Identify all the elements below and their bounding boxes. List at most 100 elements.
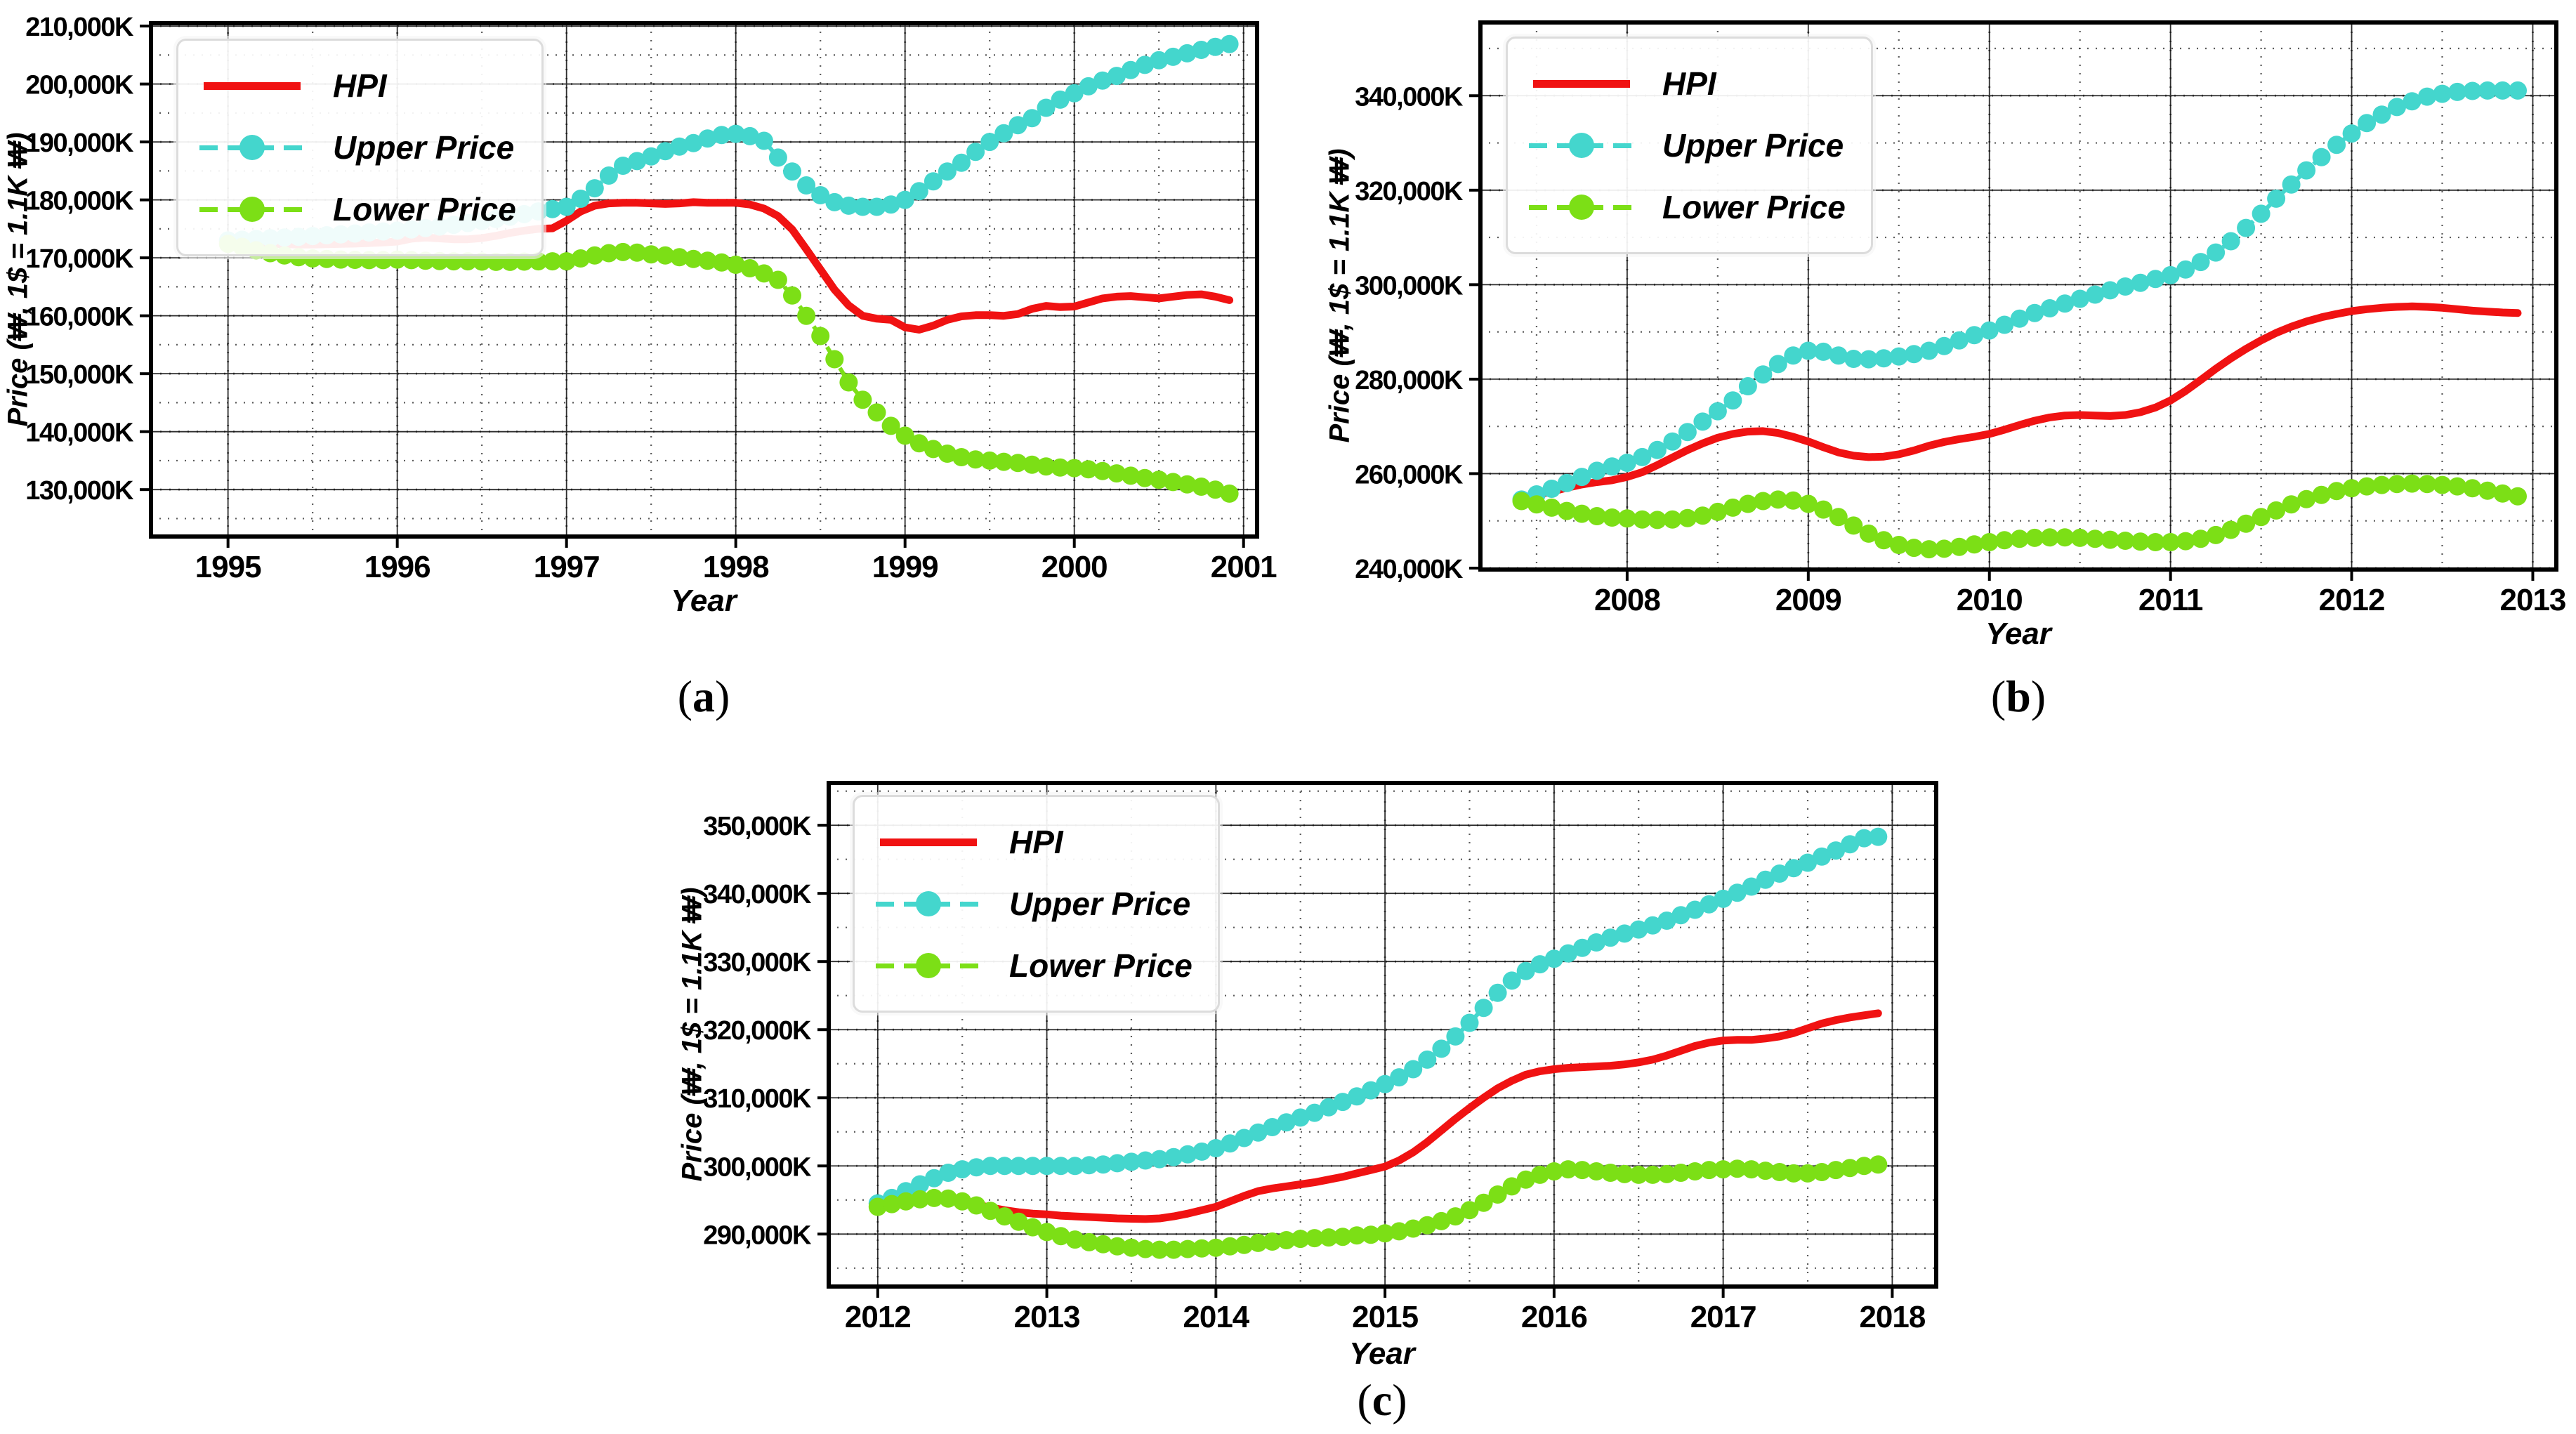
lower-price-point	[1235, 1235, 1254, 1254]
lower-price-point	[1009, 1212, 1028, 1231]
upper-price-point	[1544, 949, 1563, 968]
upper-price-point	[2116, 277, 2135, 296]
caption-b: (b)	[1990, 671, 2046, 721]
upper-price-point	[2478, 81, 2497, 100]
y-tick-label: 300,000K	[1355, 271, 1464, 301]
upper-price-point	[1333, 1093, 1352, 1112]
lower-price-point	[1390, 1222, 1409, 1241]
lower-price-point	[1768, 490, 1787, 509]
lower-price-point	[1206, 480, 1225, 499]
upper-price-point	[1874, 349, 1893, 368]
lower-price-point	[1488, 1185, 1507, 1204]
lower-price-point	[1474, 1193, 1493, 1212]
legend-c: HPI Upper Price Lower Price	[853, 795, 1220, 1013]
lower-price-point	[2448, 477, 2466, 496]
lower-price-point	[1919, 540, 1938, 559]
lower-price-point	[1263, 1232, 1282, 1251]
lower-price-point	[614, 242, 632, 261]
lower-price-point	[585, 246, 604, 265]
upper-price-point	[1516, 961, 1535, 980]
lower-price-point	[1502, 1177, 1521, 1196]
legend-item-lower-price: Lower Price	[876, 935, 1192, 996]
upper-price-point	[1980, 321, 1999, 340]
lower-price-point	[2191, 529, 2210, 548]
lower-price-point	[1558, 1160, 1577, 1179]
lower-price-point	[2131, 532, 2150, 551]
y-axis-label-a: Price (₩, 1$ = 1.1K ₩)	[2, 132, 34, 427]
lower-price-point	[797, 306, 816, 325]
y-tick-label: 310,000K	[703, 1084, 812, 1114]
x-tick-label: 2000	[1041, 550, 1108, 584]
x-tick-label: 2016	[1521, 1300, 1587, 1334]
x-tick-label: 2008	[1594, 583, 1660, 617]
upper-price-point	[1023, 109, 1041, 128]
upper-price-point	[2433, 84, 2452, 103]
lower-price-point	[642, 245, 661, 264]
upper-price-point	[867, 197, 886, 216]
lower-price-point	[1333, 1228, 1352, 1246]
x-tick-label: 1996	[364, 550, 431, 584]
upper-price-point	[1009, 1157, 1028, 1176]
upper-price-point	[1965, 326, 1984, 345]
lower-price-marker-icon	[876, 953, 981, 978]
lower-price-point	[726, 256, 745, 274]
y-tick-label: 320,000K	[703, 1016, 812, 1046]
upper-price-point	[1488, 983, 1507, 1002]
lower-price-point	[628, 243, 647, 262]
y-tick-label: 130,000K	[25, 476, 134, 506]
upper-price-point	[1829, 346, 1848, 365]
upper-price-point	[1629, 920, 1648, 939]
legend-label: Lower Price	[1662, 189, 1846, 225]
lower-price-point	[1827, 1161, 1846, 1180]
upper-price-point	[1348, 1087, 1366, 1106]
lower-price-point	[1150, 471, 1169, 489]
y-tick-label: 140,000K	[25, 419, 134, 448]
upper-price-point	[1474, 999, 1493, 1018]
lower-price-point	[656, 246, 675, 265]
upper-price-point	[1206, 37, 1225, 56]
legend-item-upper-price: Upper Price	[199, 117, 516, 178]
y-tick-label: 190,000K	[25, 129, 134, 158]
lower-price-point	[1527, 495, 1546, 514]
lower-price-point	[2372, 475, 2391, 494]
lower-price-point	[1814, 500, 1833, 519]
lower-price-point	[825, 350, 844, 369]
upper-price-point	[1723, 391, 1742, 410]
lower-price-point	[1629, 1165, 1648, 1184]
lower-price-point	[839, 373, 858, 392]
upper-price-point	[684, 133, 703, 152]
plot-border	[827, 781, 1938, 1289]
upper-price-point	[2418, 87, 2436, 106]
lower-price-point	[1905, 539, 1924, 558]
lower-price-point	[896, 1192, 915, 1211]
lower-price-point	[529, 252, 548, 271]
legend-label: HPI	[1662, 65, 1716, 102]
upper-price-point	[1221, 1134, 1240, 1153]
lower-price-point	[1136, 1239, 1155, 1258]
lower-price-point	[1207, 1238, 1225, 1257]
lower-price-point	[1859, 524, 1878, 543]
upper-price-point	[1754, 365, 1773, 384]
lower-price-point	[1093, 461, 1112, 480]
lower-price-point	[1648, 511, 1667, 529]
lower-price-point	[1221, 1237, 1240, 1256]
upper-price-point	[1207, 1139, 1225, 1157]
lower-price-point	[1601, 1164, 1620, 1182]
upper-price-point	[1756, 870, 1775, 889]
upper-price-point	[585, 179, 604, 198]
lower-price-point	[754, 264, 773, 283]
upper-price-point	[1603, 457, 1622, 476]
lower-price-point	[1008, 454, 1027, 473]
upper-price-point	[953, 1160, 972, 1179]
upper-price-point	[670, 137, 689, 156]
upper-price-point	[2146, 270, 2165, 289]
lower-price-point	[1446, 1207, 1465, 1226]
upper-price-point	[543, 199, 562, 218]
lower-price-point	[1756, 1162, 1775, 1180]
lower-price-point	[1544, 1162, 1563, 1180]
upper-price-point	[1542, 480, 1561, 498]
lower-price-point	[867, 403, 886, 422]
legend-b: HPI Upper Price Lower Price	[1506, 37, 1873, 254]
upper-price-point	[2221, 232, 2240, 251]
upper-price-point	[1192, 41, 1211, 59]
